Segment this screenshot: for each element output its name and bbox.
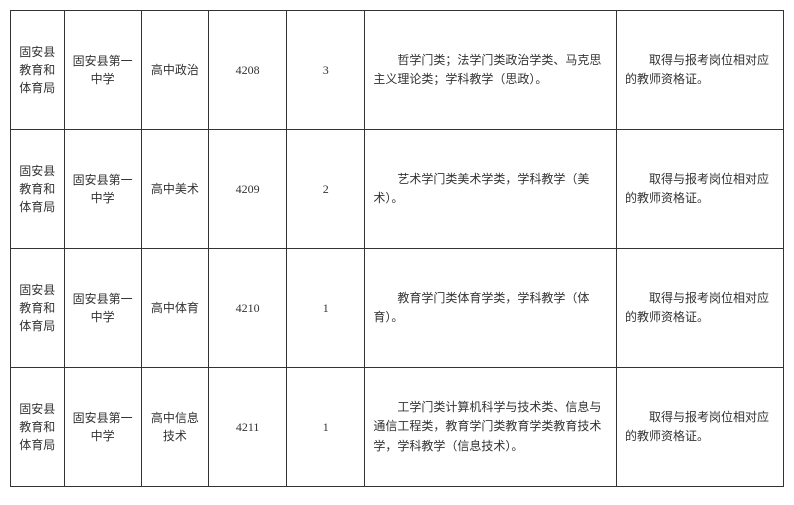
cell-subject: 高中政治	[141, 11, 208, 130]
cell-subject: 高中信息技术	[141, 368, 208, 487]
cell-code: 4208	[209, 11, 287, 130]
cell-cert: 取得与报考岗位相对应的教师资格证。	[616, 11, 783, 130]
table-row: 固安县教育和体育局 固安县第一中学 高中政治 4208 3 哲学门类；法学门类政…	[11, 11, 784, 130]
cert-text: 取得与报考岗位相对应的教师资格证。	[625, 170, 775, 208]
cell-subject: 高中美术	[141, 130, 208, 249]
cell-code: 4209	[209, 130, 287, 249]
cell-code: 4211	[209, 368, 287, 487]
cell-cert: 取得与报考岗位相对应的教师资格证。	[616, 368, 783, 487]
cell-school: 固安县第一中学	[64, 249, 141, 368]
desc-text: 工学门类计算机科学与技术类、信息与通信工程类，教育学门类教育学类教育技术学，学科…	[373, 398, 608, 456]
cell-count: 1	[287, 368, 365, 487]
cell-subject: 高中体育	[141, 249, 208, 368]
cell-org: 固安县教育和体育局	[11, 249, 65, 368]
cell-count: 1	[287, 249, 365, 368]
desc-text: 教育学门类体育学类，学科教学（体育）。	[373, 289, 608, 327]
desc-text: 艺术学门类美术学类，学科教学（美术）。	[373, 170, 608, 208]
cell-desc: 工学门类计算机科学与技术类、信息与通信工程类，教育学门类教育学类教育技术学，学科…	[365, 368, 617, 487]
desc-text: 哲学门类；法学门类政治学类、马克思主义理论类；学科教学（思政）。	[373, 51, 608, 89]
cell-desc: 艺术学门类美术学类，学科教学（美术）。	[365, 130, 617, 249]
cell-org: 固安县教育和体育局	[11, 11, 65, 130]
cert-text: 取得与报考岗位相对应的教师资格证。	[625, 408, 775, 446]
cell-cert: 取得与报考岗位相对应的教师资格证。	[616, 249, 783, 368]
cell-count: 2	[287, 130, 365, 249]
cert-text: 取得与报考岗位相对应的教师资格证。	[625, 289, 775, 327]
table-row: 固安县教育和体育局 固安县第一中学 高中体育 4210 1 教育学门类体育学类，…	[11, 249, 784, 368]
cell-desc: 哲学门类；法学门类政治学类、马克思主义理论类；学科教学（思政）。	[365, 11, 617, 130]
cert-text: 取得与报考岗位相对应的教师资格证。	[625, 51, 775, 89]
cell-school: 固安县第一中学	[64, 11, 141, 130]
cell-code: 4210	[209, 249, 287, 368]
cell-cert: 取得与报考岗位相对应的教师资格证。	[616, 130, 783, 249]
cell-school: 固安县第一中学	[64, 130, 141, 249]
cell-org: 固安县教育和体育局	[11, 368, 65, 487]
cell-desc: 教育学门类体育学类，学科教学（体育）。	[365, 249, 617, 368]
cell-org: 固安县教育和体育局	[11, 130, 65, 249]
cell-count: 3	[287, 11, 365, 130]
table-row: 固安县教育和体育局 固安县第一中学 高中信息技术 4211 1 工学门类计算机科…	[11, 368, 784, 487]
table-row: 固安县教育和体育局 固安县第一中学 高中美术 4209 2 艺术学门类美术学类，…	[11, 130, 784, 249]
recruitment-table: 固安县教育和体育局 固安县第一中学 高中政治 4208 3 哲学门类；法学门类政…	[10, 10, 784, 487]
cell-school: 固安县第一中学	[64, 368, 141, 487]
